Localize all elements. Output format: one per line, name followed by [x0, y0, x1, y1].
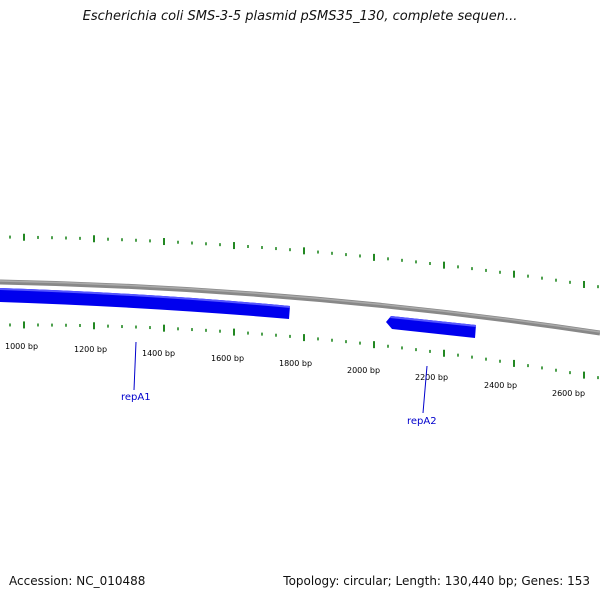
- gene-repA2-leader: [422, 365, 428, 414]
- plasmid-backbone-highlight: [0, 280, 600, 333]
- gene-repA1-arrow[interactable]: [0, 288, 290, 319]
- ruler-label: 2400 bp: [484, 381, 517, 390]
- outer-tick-row: [9, 233, 599, 289]
- ruler-label: 1600 bp: [211, 354, 244, 363]
- gene-repA2-feature[interactable]: [386, 316, 476, 338]
- ruler-label: 1400 bp: [142, 349, 175, 358]
- summary-text: Topology: circular; Length: 130,440 bp; …: [283, 574, 590, 588]
- gene-repA1-arrow-highlight: [0, 288, 290, 308]
- ruler-label: 1200 bp: [74, 345, 107, 354]
- ruler-label: 2200 bp: [415, 373, 448, 382]
- gene-repA1-feature[interactable]: [0, 288, 290, 319]
- gene-repA2-arrow[interactable]: [386, 316, 476, 338]
- gene-repA1-leader: [133, 341, 137, 391]
- ruler-label: 1000 bp: [5, 342, 38, 351]
- map-title: Escherichia coli SMS-3-5 plasmid pSMS35_…: [82, 9, 518, 24]
- gene-repA1-label[interactable]: repA1: [121, 392, 151, 403]
- ruler-label: 2000 bp: [347, 366, 380, 375]
- accession-text: Accession: NC_010488: [9, 574, 146, 588]
- gene-repA2-label[interactable]: repA2: [407, 416, 437, 427]
- ruler-label: 1800 bp: [279, 359, 312, 368]
- plasmid-backbone: [0, 279, 600, 336]
- ruler-label: 2600 bp: [552, 389, 585, 398]
- ruler-labels: 1000 bp 1200 bp 1400 bp 1600 bp 1800 bp …: [5, 342, 585, 398]
- gene-repA2-arrow-highlight: [390, 316, 476, 327]
- inner-tick-row: [9, 321, 599, 380]
